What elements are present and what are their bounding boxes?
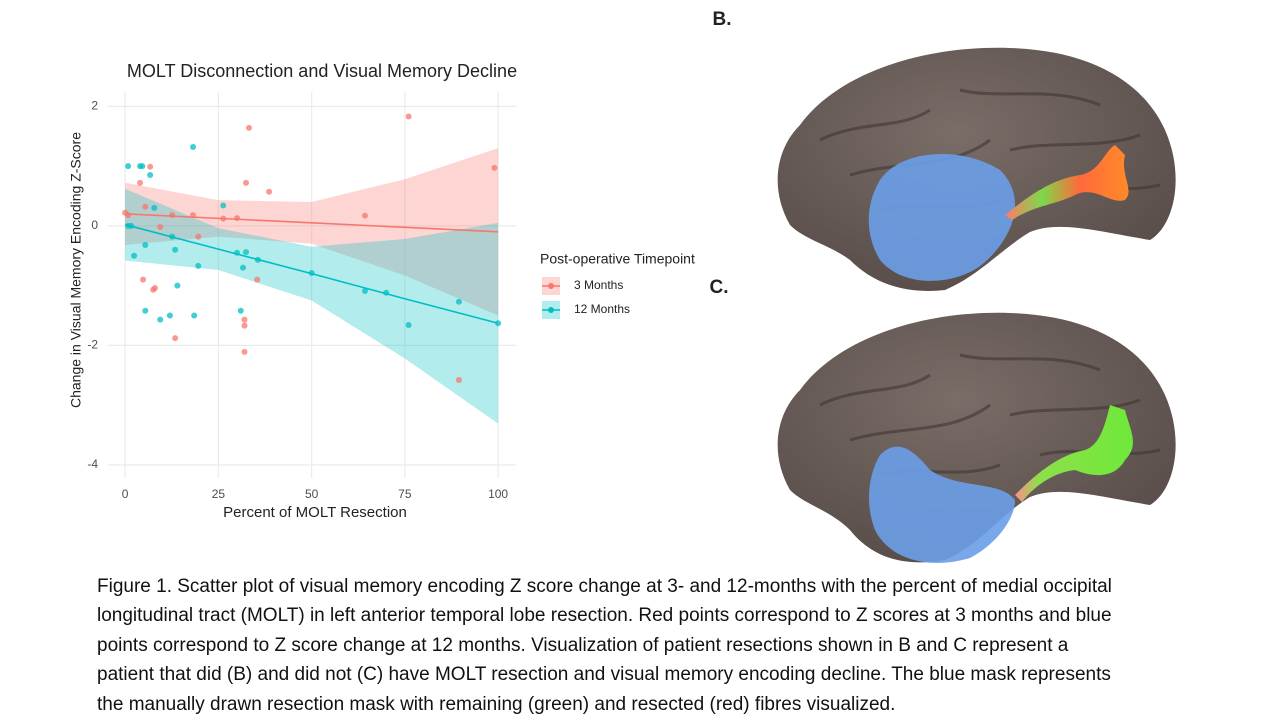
point [361, 287, 368, 294]
chart-title: MOLT Disconnection and Visual Memory Dec… [127, 61, 517, 81]
y-tick-label: -2 [87, 338, 98, 352]
y-tick-label: -4 [87, 457, 98, 471]
point [191, 312, 198, 319]
point [242, 249, 249, 256]
y-tick-label: 0 [91, 218, 98, 232]
y-axis-label: Change in Visual Memory Encoding Z-Score [68, 132, 84, 408]
point [166, 312, 173, 319]
point [157, 316, 164, 323]
panel-label: B. [713, 9, 732, 30]
point [245, 124, 252, 131]
x-tick-label: 0 [122, 487, 129, 501]
confidence-band [125, 148, 499, 316]
x-tick-label: 50 [305, 487, 319, 501]
tract [1005, 145, 1129, 220]
legend-label: 3 Months [574, 278, 623, 292]
point [254, 276, 261, 283]
caption-line: the manually drawn resection mask with r… [97, 694, 895, 715]
point [151, 284, 158, 291]
point [137, 179, 144, 186]
point [455, 298, 462, 305]
sulci [819, 353, 1161, 477]
point [241, 348, 248, 355]
point [147, 163, 154, 170]
point [125, 163, 132, 170]
point [241, 316, 248, 323]
resection-mask [868, 153, 1016, 281]
point [195, 233, 202, 240]
legend-key-dot [548, 283, 554, 289]
point [151, 204, 158, 211]
point [195, 262, 202, 269]
point [131, 252, 138, 259]
point [142, 203, 149, 210]
legend-title: Post-operative Timepoint [540, 251, 695, 267]
x-axis-label: Percent of MOLT Resection [223, 504, 407, 521]
brain-image-c [777, 312, 1176, 563]
trend-line [124, 223, 499, 325]
point [240, 264, 247, 271]
resection-mask [868, 446, 1015, 563]
point [142, 241, 149, 248]
point [157, 224, 164, 231]
point [455, 377, 462, 384]
point [361, 212, 368, 219]
point [190, 143, 197, 150]
point [169, 212, 176, 219]
caption-line: longitudinal tract (MOLT) in left anteri… [97, 605, 1112, 626]
point [125, 212, 132, 219]
x-tick-label: 25 [212, 487, 226, 501]
point [139, 163, 146, 170]
point [491, 164, 498, 171]
plot: 0 25 50 75 100 -4 -2 0 2 3 Months 12 Months [87, 92, 630, 501]
x-tick-label: 100 [488, 487, 508, 501]
x-tick-label: 75 [398, 487, 412, 501]
legend-label: 12 Months [574, 302, 630, 316]
point [405, 113, 412, 120]
point [266, 188, 273, 195]
y-tick-label: 2 [91, 99, 98, 113]
point [234, 215, 241, 222]
caption-line: Figure 1. Scatter plot of visual memory … [97, 576, 1112, 597]
point [172, 246, 179, 253]
tract [1015, 405, 1133, 502]
point [242, 179, 249, 186]
trend-line [125, 213, 499, 233]
legend-key-dot [548, 307, 554, 313]
point [220, 202, 227, 209]
brain-image-b [777, 47, 1176, 291]
point [237, 307, 244, 314]
point [140, 276, 147, 283]
confidence-band [125, 188, 499, 424]
point [241, 322, 248, 329]
point [142, 307, 149, 314]
panel-label: C. [710, 277, 729, 298]
caption-line: points correspond to Z score change at 1… [97, 635, 1069, 656]
point [405, 322, 412, 329]
point [174, 282, 181, 289]
point [147, 172, 154, 179]
point [172, 335, 179, 342]
caption-line: patient that did (B) and did not (C) hav… [97, 664, 1111, 685]
